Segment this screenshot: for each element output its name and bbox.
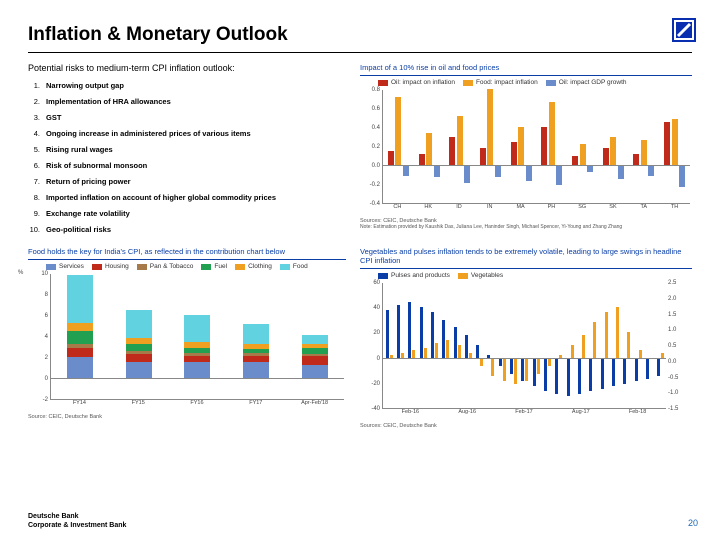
bar-group (530, 283, 541, 408)
chart3-legend: Pulses and products Vegetables (360, 272, 692, 279)
bar-group (537, 90, 568, 203)
bar-group (462, 283, 473, 408)
bar-group (564, 283, 575, 408)
bar-group (444, 90, 475, 203)
bar-group (383, 283, 394, 408)
chart1-legend: Oil: impact on inflation Food: impact inf… (360, 79, 692, 86)
bar-group (496, 283, 507, 408)
legend-item: Services (46, 263, 84, 270)
db-logo (672, 18, 696, 42)
chart1-note: Note: Estimation provided by Kaushik Das… (360, 225, 692, 231)
chart-oil-food: Impact of a 10% rise in oil and food pri… (360, 63, 692, 231)
bar-group (414, 90, 445, 203)
bar-group (598, 90, 629, 203)
legend-item: Clothing (235, 263, 272, 270)
chart2-title: Food holds the key for India's CPI, as r… (28, 247, 346, 256)
bar-group (506, 90, 537, 203)
stacked-bar (51, 274, 110, 399)
chart3-source: Sources: CEIC, Deutsche Bank (360, 423, 692, 429)
risk-item: 5.Rising rural wages (28, 145, 346, 154)
bar-group (485, 283, 496, 408)
bar-group (507, 283, 518, 408)
bar-group (428, 283, 439, 408)
chart3-title: Vegetables and pulses inflation tends to… (360, 247, 692, 265)
chart2-area: % 1086420-2 FY14FY15FY16FY17Apr-Feb'18 (28, 272, 346, 412)
bar-group (632, 283, 643, 408)
stacked-bar (168, 274, 227, 399)
risk-item: 6.Risk of subnormal monsoon (28, 161, 346, 170)
bar-group (655, 283, 666, 408)
bar-group (440, 283, 451, 408)
chart-veg-pulses: Vegetables and pulses inflation tends to… (360, 247, 692, 429)
bar-group (659, 90, 690, 203)
bar-group (383, 90, 414, 203)
title-rule (28, 52, 692, 53)
bar-group (643, 283, 654, 408)
bar-group (629, 90, 660, 203)
stacked-bar (285, 274, 344, 399)
risk-item: 1.Narrowing output gap (28, 81, 346, 90)
page-number: 20 (688, 518, 698, 528)
bar-group (394, 283, 405, 408)
footer: Deutsche Bank Corporate & Investment Ban… (28, 513, 126, 530)
chart2-source: Source: CEIC, Deutsche Bank (28, 414, 346, 420)
risk-item: 3.GST (28, 113, 346, 122)
page-title: Inflation & Monetary Outlook (28, 24, 692, 46)
bar-group (621, 283, 632, 408)
chart-cpi-contrib: Food holds the key for India's CPI, as r… (28, 247, 346, 420)
legend-item: Pulses and products (378, 272, 450, 279)
stacked-bar (110, 274, 169, 399)
bar-group (575, 283, 586, 408)
stacked-bar (227, 274, 286, 399)
bar-group (587, 283, 598, 408)
chart1-area: 0.80.60.40.20.0-0.2-0.4 CHHKIDINMAPHSGSK… (360, 88, 692, 216)
legend-item: Oil: impact on inflation (378, 79, 455, 86)
risk-item: 8.Imported inflation on account of highe… (28, 193, 346, 202)
risk-item: 7.Return of pricing power (28, 177, 346, 186)
chart3-area: 6040200-20-40 2.52.01.51.00.50.0-0.5-1.0… (360, 281, 692, 421)
bar-group (553, 283, 564, 408)
bar-group (451, 283, 462, 408)
chart1-title: Impact of a 10% rise in oil and food pri… (360, 63, 692, 72)
legend-item: Fuel (201, 263, 227, 270)
legend-item: Vegetables (458, 272, 503, 279)
bar-group (406, 283, 417, 408)
risk-list: 1.Narrowing output gap 2.Implementation o… (28, 81, 346, 234)
legend-item: Food: impact inflation (463, 79, 538, 86)
bar-group (609, 283, 620, 408)
bar-group (598, 283, 609, 408)
legend-item: Oil: impact GDP growth (546, 79, 627, 86)
bar-group (474, 283, 485, 408)
subtitle: Potential risks to medium-term CPI infla… (28, 63, 346, 73)
risk-item: 10.Geo-political risks (28, 225, 346, 234)
legend-item: Housing (92, 263, 129, 270)
bar-group (541, 283, 552, 408)
bar-group (475, 90, 506, 203)
bar-group (567, 90, 598, 203)
risk-item: 9.Exchange rate volatility (28, 209, 346, 218)
risk-item: 2.Implementation of HRA allowances (28, 97, 346, 106)
legend-item: Pan & Tobacco (137, 263, 194, 270)
bar-group (519, 283, 530, 408)
legend-item: Food (280, 263, 308, 270)
risk-item: 4.Ongoing increase in administered price… (28, 129, 346, 138)
chart2-legend: Services Housing Pan & Tobacco Fuel Clothing… (28, 263, 346, 270)
bar-group (417, 283, 428, 408)
